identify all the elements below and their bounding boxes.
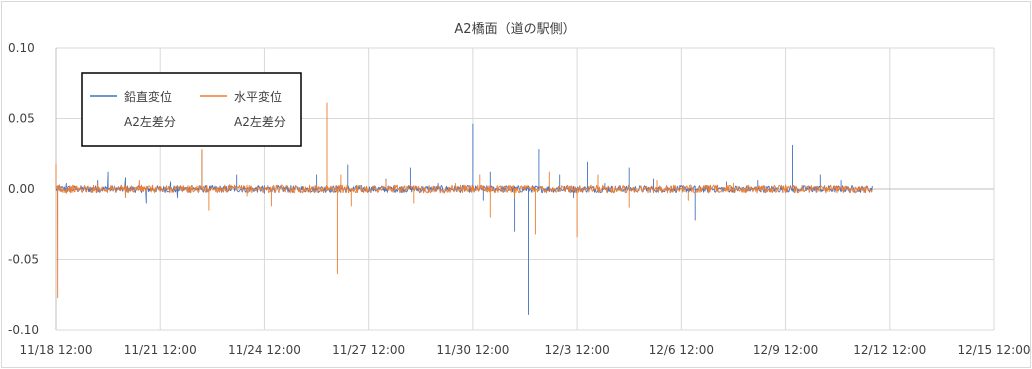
x-tick-label: 12/9 12:00 — [753, 343, 818, 357]
x-tick-label: 11/24 12:00 — [228, 343, 301, 357]
x-tick-label: 12/6 12:00 — [649, 343, 714, 357]
legend: 鉛直変位 A2左差分 水平変位 A2左差分 — [81, 72, 302, 147]
series-line-1 — [55, 102, 873, 299]
x-tick-labels: 11/18 12:00 11/21 12:00 11/24 12:00 11/27 1… — [20, 343, 1031, 357]
legend-label-vertical-line1: 鉛直変位 — [124, 89, 172, 104]
x-tick-label: 12/15 12:00 — [958, 343, 1031, 357]
x-tick-label: 11/18 12:00 — [20, 343, 93, 357]
legend-box — [81, 72, 302, 147]
y-tick-label: 0.10 — [8, 41, 35, 55]
legend-label-horizontal-line1: 水平変位 — [234, 89, 282, 104]
series-layer — [55, 102, 873, 315]
x-tick-label: 11/21 12:00 — [124, 343, 197, 357]
y-tick-labels: 0.10 0.05 0.00 -0.05 -0.10 — [8, 41, 39, 337]
y-tick-label: 0.05 — [8, 112, 35, 126]
legend-label-horizontal-line2: A2左差分 — [234, 114, 286, 129]
chart-title: A2橋面（道の駅側） — [454, 22, 575, 37]
x-tick-label: 12/12 12:00 — [853, 343, 926, 357]
x-tick-label: 11/30 12:00 — [436, 343, 509, 357]
y-tick-label: 0.00 — [8, 182, 35, 196]
x-tick-label: 12/3 12:00 — [544, 343, 609, 357]
y-tick-label: -0.05 — [8, 253, 39, 267]
legend-label-vertical-line2: A2左差分 — [124, 114, 176, 129]
x-tick-label: 11/27 12:00 — [332, 343, 405, 357]
y-tick-label: -0.10 — [8, 323, 39, 337]
